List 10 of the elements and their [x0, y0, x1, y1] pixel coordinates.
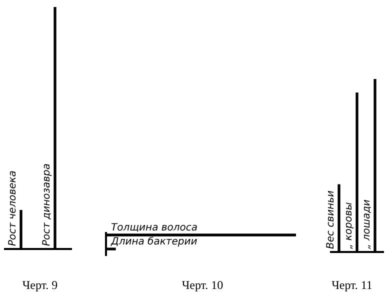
x-tick-label: Рост динозавра	[42, 163, 53, 246]
x-tick-label: Вес свиньи	[326, 190, 337, 249]
x-tick-label: „ коровы	[344, 202, 355, 249]
text: Черт. 9	[22, 278, 58, 292]
text: Черт. 10	[182, 278, 224, 292]
text: Черт. 11	[332, 278, 372, 292]
y-tick-label: Толщина волоса	[111, 222, 198, 234]
x-tick-label: „ лошади	[362, 198, 373, 249]
y-tick-label: Длина бактерии	[110, 236, 198, 248]
x-tick-label: Рост человека	[8, 170, 19, 246]
